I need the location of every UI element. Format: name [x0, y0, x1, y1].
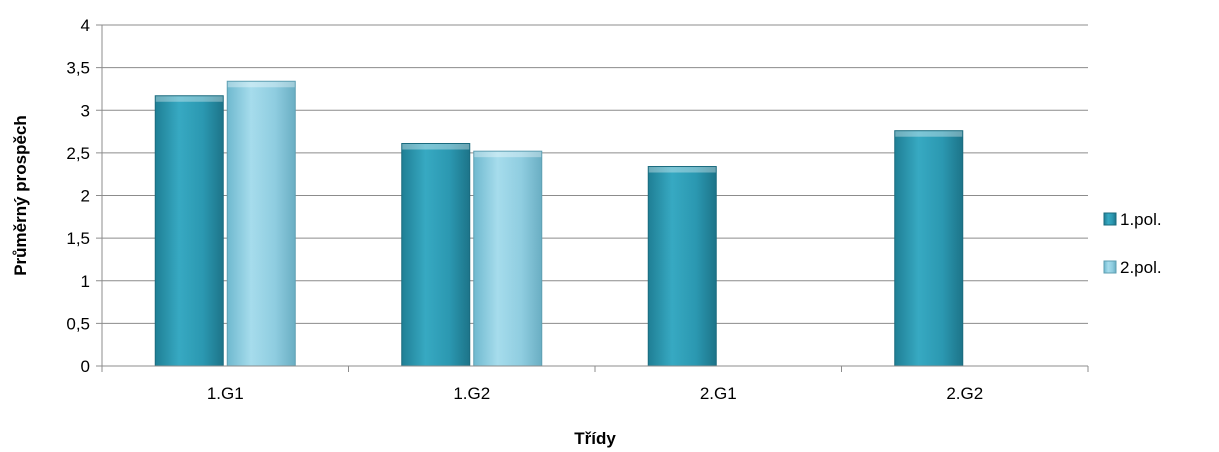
- bar-body: [155, 95, 224, 366]
- bar: [226, 80, 296, 367]
- bar-body: [401, 143, 470, 366]
- y-axis-title: Průměrný prospěch: [11, 115, 30, 276]
- x-tick-label: 1.G2: [453, 384, 490, 403]
- y-tick-label: 2: [81, 187, 90, 206]
- bar: [473, 150, 543, 367]
- y-tick-label: 0: [81, 357, 90, 376]
- legend-swatch: [1103, 212, 1117, 226]
- x-tick-label: 2.G2: [946, 384, 983, 403]
- tick-labels: 0 0,5 1 1,5 2 2,5 3 3,5 4 1.G1 1.G2 2.G1 2.G2: [66, 16, 983, 403]
- legend-label: 1.pol.: [1120, 210, 1162, 229]
- y-tick-label: 4: [81, 16, 90, 35]
- legend-item: 1.pol.: [1103, 210, 1162, 229]
- bar: [647, 166, 717, 367]
- y-tick-label: 1: [81, 272, 90, 291]
- legend-swatch: [1103, 260, 1117, 274]
- y-tick-label: 3: [81, 101, 90, 120]
- bar: [894, 130, 964, 367]
- y-tick-label: 2,5: [66, 144, 90, 163]
- x-tick-label: 2.G1: [700, 384, 737, 403]
- x-axis-title: Třídy: [574, 429, 616, 448]
- bar-top-bevel: [155, 95, 224, 102]
- y-tick-label: 3,5: [66, 59, 90, 78]
- bar-body: [894, 130, 963, 366]
- bar-top-bevel: [473, 151, 542, 158]
- bar-body: [648, 166, 717, 366]
- bar-top-bevel: [894, 130, 963, 137]
- legend-item: 2.pol.: [1103, 258, 1162, 277]
- bar-body: [473, 151, 542, 366]
- axes: [96, 24, 1089, 372]
- legend-label: 2.pol.: [1120, 258, 1162, 277]
- bars: [154, 80, 964, 367]
- bar: [154, 95, 224, 367]
- x-tick-label: 1.G1: [207, 384, 244, 403]
- bar: [401, 142, 471, 367]
- y-tick-label: 1,5: [66, 229, 90, 248]
- bar-top-bevel: [401, 143, 470, 150]
- bar-top-bevel: [227, 81, 296, 88]
- legend: 1.pol. 2.pol.: [1103, 210, 1162, 277]
- y-tick-label: 0,5: [66, 314, 90, 333]
- bar-top-bevel: [648, 166, 717, 173]
- bar-body: [227, 81, 296, 366]
